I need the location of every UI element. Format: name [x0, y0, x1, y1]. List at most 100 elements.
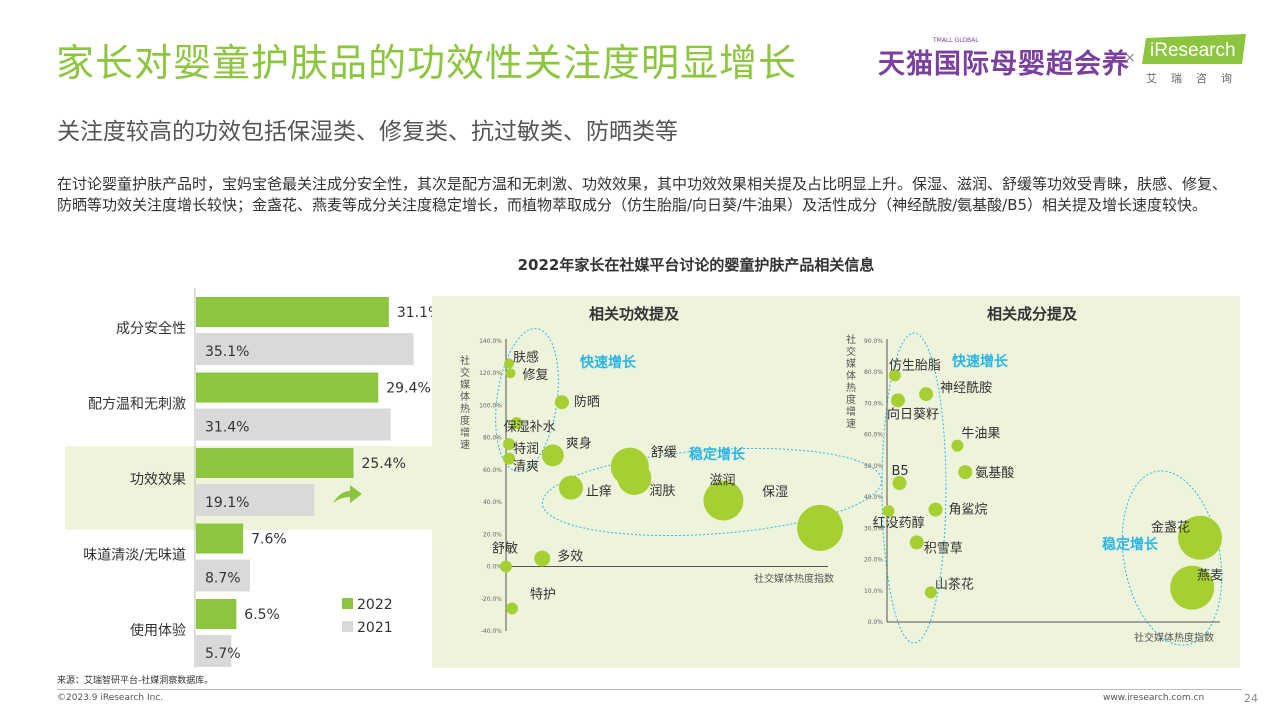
bubble-point — [703, 480, 744, 521]
bubble-label: 多效 — [557, 549, 583, 565]
svg-text:iResearch: iResearch — [1150, 40, 1236, 61]
bubble-point — [951, 439, 964, 452]
legend-label-2022: 2022 — [357, 597, 393, 613]
bar-category-label: 使用体验 — [130, 622, 186, 639]
bubble-point — [541, 444, 564, 467]
bubble-label: 清爽 — [513, 460, 539, 475]
bubble-label: 特护 — [530, 587, 556, 602]
copyright: ©2023.9 iResearch Inc. — [57, 693, 164, 703]
bubble-point — [882, 505, 895, 518]
y-tick-label: 140.0% — [479, 338, 502, 345]
bubble-label: 牛油果 — [961, 427, 1000, 442]
bubble-label: 爽身 — [566, 435, 592, 451]
bubble-point — [506, 602, 519, 615]
bar-2021-label: 5.7% — [205, 646, 241, 662]
y-tick-label: 60.0% — [864, 432, 883, 439]
y-tick-label: 90.0% — [864, 338, 883, 345]
iresearch-subtitle: 艾瑞咨询 — [1146, 72, 1246, 85]
bubble-label: 润肤 — [649, 484, 675, 499]
y-tick-label: 10.0% — [864, 588, 883, 595]
bar-category-label: 配方温和无刺激 — [88, 396, 186, 413]
bar-category-label: 功效效果 — [130, 472, 186, 488]
y-tick-label: 30.0% — [864, 525, 883, 532]
bubble-label: 氨基酸 — [975, 466, 1014, 481]
bar-2022-label: 29.4% — [386, 381, 430, 397]
bar-chart: 成分安全性 31.1% 35.1% 配方温和无刺激 29.4% 31.4% 功效效果 25.4… — [65, 288, 432, 668]
page-title: 家长对婴童护肤品的功效性关注度明显增长 — [56, 41, 798, 85]
bubble-label: 特润 — [513, 442, 539, 457]
bar-2022-label: 6.5% — [244, 607, 280, 623]
bubble-point — [534, 550, 551, 567]
y-tick-label: 40.0% — [864, 494, 883, 501]
bar-2021 — [196, 559, 250, 592]
y-axis-label: 社交媒体热度增速 — [460, 354, 470, 451]
bubble-point — [1178, 515, 1222, 560]
bubble-label: 修复 — [523, 368, 549, 383]
bar-2022 — [196, 599, 237, 629]
y-tick-label: 60.0% — [483, 467, 502, 474]
bubble-label: 滋润 — [709, 474, 735, 489]
bubble-point — [554, 395, 569, 410]
y-tick-label: 120.0% — [479, 370, 502, 377]
chart-title: 2022年家长在社媒平台讨论的婴童护肤产品相关信息 — [517, 256, 875, 274]
bar-2021-label: 8.7% — [205, 571, 241, 587]
y-tick-label: 80.0% — [483, 435, 502, 442]
bar-2021-label: 35.1% — [205, 344, 249, 360]
bubble-label: 角鲨烷 — [949, 503, 988, 518]
bubble-point — [617, 460, 652, 495]
bubble-point — [558, 475, 583, 500]
bubble-point — [505, 368, 516, 379]
bubble-point — [1170, 565, 1215, 610]
bubble-point — [909, 535, 924, 550]
bubble-point — [924, 586, 937, 599]
trend-ellipse — [1121, 470, 1223, 646]
iresearch-logo: iResearch — [1142, 34, 1246, 64]
y-tick-label: 40.0% — [483, 499, 502, 506]
bar-2022 — [196, 448, 354, 478]
scatter-title: 相关功效提及 — [589, 305, 680, 323]
bubble-label: B5 — [892, 464, 909, 479]
y-axis-label: 社交媒体热度增速 — [846, 333, 856, 430]
bar-category-label: 成分安全性 — [116, 320, 186, 337]
bubble-point — [504, 358, 515, 369]
bar-2021-label: 19.1% — [205, 495, 249, 511]
bubble-label: 积雪草 — [924, 541, 963, 556]
y-tick-label: 70.0% — [864, 400, 883, 407]
legend-label-2021: 2021 — [357, 620, 393, 636]
bubble-label: 金盏花 — [1151, 520, 1190, 536]
y-tick-label: -20.0% — [481, 596, 503, 603]
scatter-charts: 相关功效提及 140.0% 120.0% 100.0% 80.0% 60.0% 40.0% 2… — [460, 305, 1223, 646]
source-note: 来源：艾瑞智研平台-社媒洞察数据库。 — [57, 676, 214, 686]
bubble-point — [797, 504, 844, 551]
bar-2022-label: 31.1% — [397, 305, 432, 321]
bar-category-label: 味道清淡/无味道 — [83, 548, 186, 564]
trend-annotation: 快速增长 — [952, 353, 1009, 370]
bar-2022 — [196, 523, 244, 554]
bubble-label: 燕麦 — [1197, 569, 1223, 584]
y-tick-label: -40.0% — [481, 628, 503, 635]
y-tick-label: 100.0% — [479, 402, 502, 409]
bubble-point — [958, 465, 973, 480]
trend-annotation: 稳定增长 — [689, 446, 746, 463]
y-tick-label: 50.0% — [864, 463, 883, 470]
bar-2021 — [196, 484, 315, 516]
bubble-point — [500, 560, 512, 573]
bar-2021 — [196, 333, 414, 365]
bubble-point — [928, 502, 943, 517]
bar-2021 — [196, 635, 232, 667]
bubble-label: 舒敏 — [492, 542, 518, 557]
y-tick-label: 80.0% — [864, 369, 883, 376]
bubble-label: 舒缓 — [651, 446, 677, 461]
bubble-label: 止痒 — [586, 484, 612, 500]
bubble-point — [919, 387, 934, 402]
tmall-brand-logo: 天猫国际母婴超会养 — [878, 49, 1130, 80]
bar-2022-label: 7.6% — [251, 532, 287, 548]
growth-arrow-icon — [333, 485, 362, 503]
bubble-label: 保湿 — [762, 485, 788, 500]
bar-2021-label: 31.4% — [205, 420, 249, 436]
legend-swatch-2022 — [342, 598, 353, 609]
page-number: 24 — [1244, 692, 1258, 705]
bar-2021 — [196, 408, 391, 441]
tmall-global-label: TMALL GLOBAL — [933, 37, 979, 44]
y-tick-label: 20.0% — [864, 557, 883, 564]
